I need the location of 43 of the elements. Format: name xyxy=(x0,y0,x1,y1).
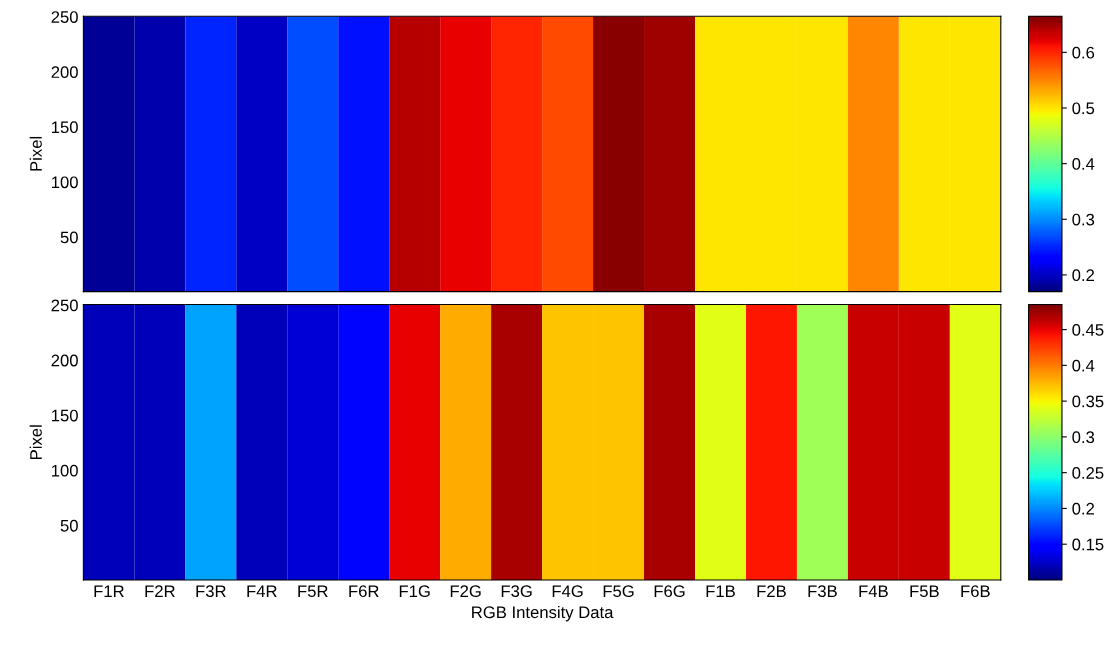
x-axis-title: RGB Intensity Data xyxy=(472,605,614,622)
x-tick-label: F6G xyxy=(654,585,685,598)
x-tick-label: F5B xyxy=(910,585,939,598)
y-tick-label: 50 xyxy=(60,519,78,532)
color-bar-label: 0.2 xyxy=(1072,502,1095,515)
x-tick-label: F3R xyxy=(196,585,226,598)
x-tick-label: F2G xyxy=(450,585,481,598)
y-axis-title: Pixel xyxy=(29,425,42,459)
color-bar-label: 0.25 xyxy=(1072,467,1104,479)
color-bar-label: 0.15 xyxy=(1072,538,1104,551)
y-tick-label: 150 xyxy=(52,121,78,134)
x-tick-label: F5R xyxy=(298,585,328,598)
x-tick-label: F6R xyxy=(349,585,379,598)
y-tick-label: 250 xyxy=(51,11,78,23)
color-bar-label: 0.35 xyxy=(1072,395,1104,408)
x-tick-label: F4R xyxy=(247,585,277,597)
x-tick-label: F3G xyxy=(501,585,532,598)
y-axis-title: Pixel xyxy=(29,136,42,171)
x-tick-label: F4B xyxy=(859,585,888,597)
x-tick-label: F4G xyxy=(552,585,583,598)
color-bar-label: 0.3 xyxy=(1072,213,1095,226)
x-tick-label: F1R xyxy=(94,585,124,597)
x-tick-label: F6B xyxy=(961,585,990,598)
color-bar-label: 0.4 xyxy=(1072,359,1095,372)
color-bar-label: 0.3 xyxy=(1072,431,1095,444)
y-tick-label: 150 xyxy=(52,409,78,422)
x-tick-label: F2B xyxy=(757,585,786,597)
color-bar-label: 0.2 xyxy=(1072,269,1095,282)
y-tick-label: 50 xyxy=(60,231,78,244)
x-tick-label: F1G xyxy=(399,585,430,598)
color-bar-label: 0.6 xyxy=(1072,46,1095,59)
color-bar-label: 0.45 xyxy=(1072,324,1104,336)
y-tick-label: 100 xyxy=(52,464,78,477)
y-tick-label: 200 xyxy=(51,66,78,79)
y-tick-label: 200 xyxy=(51,354,78,367)
color-bar-label: 0.4 xyxy=(1072,158,1095,170)
x-tick-label: F3B xyxy=(808,585,837,598)
x-tick-label: F5G xyxy=(603,585,634,598)
color-bar-label: 0.5 xyxy=(1072,102,1095,115)
y-tick-label: 100 xyxy=(52,176,78,189)
x-tick-label: F2R xyxy=(145,585,175,597)
y-tick-label: 250 xyxy=(51,299,78,312)
x-tick-label: F1B xyxy=(706,585,735,597)
